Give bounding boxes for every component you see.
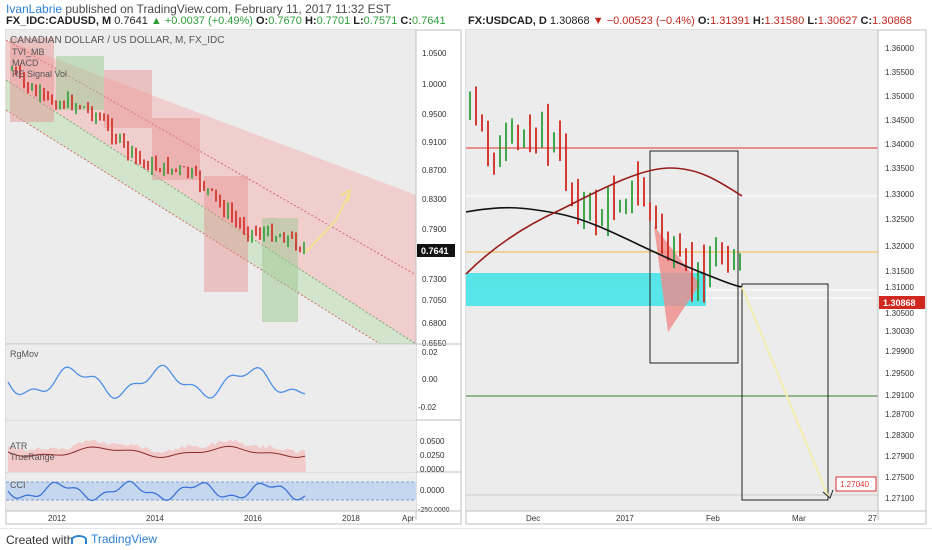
left-watermark: CANADIAN DOLLAR / US DOLLAR, M, FX_IDC: [10, 35, 225, 46]
right-time-tick: 2017: [616, 514, 634, 523]
atr-tick: 0.0500: [420, 437, 445, 446]
left-last-price-label: 0.7641: [421, 246, 449, 256]
right-price-tick: 1.29100: [885, 391, 914, 400]
right-time-tick: Feb: [706, 514, 720, 523]
atr-sublabel: TrueRange: [10, 452, 55, 462]
cci-tick: 0.0000: [420, 486, 445, 495]
right-last-price-label: 1.30868: [883, 298, 916, 308]
right-price-tick: 1.30030: [885, 327, 914, 336]
left-price-tick: 0.6800: [422, 319, 447, 328]
atr-tick: 0.0000: [420, 465, 445, 474]
left-time-tick: 2018: [342, 514, 360, 523]
right-price-tick: 1.31000: [885, 283, 914, 292]
right-time-tick: 27: [868, 514, 877, 523]
tradingview-logo[interactable]: TradingView: [71, 532, 157, 546]
right-price-tick: 1.27100: [885, 494, 914, 503]
target-price-label: 1.27040: [840, 480, 869, 489]
right-price-tick: 1.29500: [885, 369, 914, 378]
right-price-tick: 1.33000: [885, 190, 914, 199]
rgmov-tick: -0.02: [418, 403, 437, 412]
cci-pane[interactable]: CCI 0.0000 -250.0000: [6, 473, 450, 514]
right-price-tick: 1.31500: [885, 267, 914, 276]
left-price-tick: 1.0500: [422, 49, 447, 58]
created-with-label: Created with: [6, 533, 73, 547]
right-price-tick: 1.32000: [885, 242, 914, 251]
right-price-tick: 1.34500: [885, 116, 914, 125]
right-price-tick: 1.36000: [885, 44, 914, 53]
tradingview-logo-icon: [71, 535, 87, 544]
right-time-tick: Dec: [526, 514, 540, 523]
legend-item-tvi[interactable]: TVI_MB: [12, 47, 45, 57]
left-price-tick: 0.8300: [422, 195, 447, 204]
left-price-tick: 0.9500: [422, 110, 447, 119]
right-price-tick: 1.28300: [885, 431, 914, 440]
atr-pane[interactable]: ATR TrueRange 0.0500 0.0250 0.0000: [6, 421, 445, 474]
left-chart[interactable]: CANADIAN DOLLAR / US DOLLAR, M, FX_IDC T…: [6, 30, 461, 524]
left-time-tick: Apr: [402, 514, 415, 523]
rgmov-label: RgMov: [10, 349, 39, 359]
right-price-tick: 1.29900: [885, 347, 914, 356]
left-time-tick: 2014: [146, 514, 164, 523]
rgmov-pane[interactable]: RgMov 0.02 0.00 -0.02: [6, 345, 438, 420]
right-price-tick: 1.28700: [885, 410, 914, 419]
rgmov-tick: 0.02: [422, 348, 438, 357]
right-price-tick: 1.35500: [885, 68, 914, 77]
rgmov-tick: 0.00: [422, 375, 438, 384]
right-price-tick: 1.27900: [885, 452, 914, 461]
cci-label: CCI: [10, 480, 26, 490]
right-price-tick: 1.32500: [885, 215, 914, 224]
right-chart[interactable]: 1.27040 1.36000 1.35500 1.35000 1.34500 …: [466, 30, 926, 524]
left-price-tick: 0.7300: [422, 275, 447, 284]
atr-label: ATR: [10, 441, 28, 451]
footer: Created with TradingView: [0, 528, 932, 550]
left-price-tick: 0.7900: [422, 225, 447, 234]
right-price-tick: 1.35000: [885, 92, 914, 101]
left-price-tick: 0.8700: [422, 166, 447, 175]
right-price-tick: 1.33500: [885, 164, 914, 173]
right-price-tick: 1.34000: [885, 140, 914, 149]
right-time-tick: Mar: [792, 514, 806, 523]
atr-tick: 0.0250: [420, 451, 445, 460]
tradingview-brand: TradingView: [91, 532, 157, 546]
legend-item-re-signal[interactable]: RE Signal Vol: [12, 69, 67, 79]
left-price-tick: 0.7050: [422, 296, 447, 305]
left-time-tick: 2016: [244, 514, 262, 523]
legend-item-macd[interactable]: MACD: [12, 58, 39, 68]
left-price-tick: 0.9100: [422, 138, 447, 147]
left-price-tick: 1.0000: [422, 80, 447, 89]
right-price-tick: 1.30500: [885, 309, 914, 318]
right-price-tick: 1.27500: [885, 473, 914, 482]
left-time-tick: 2012: [48, 514, 66, 523]
